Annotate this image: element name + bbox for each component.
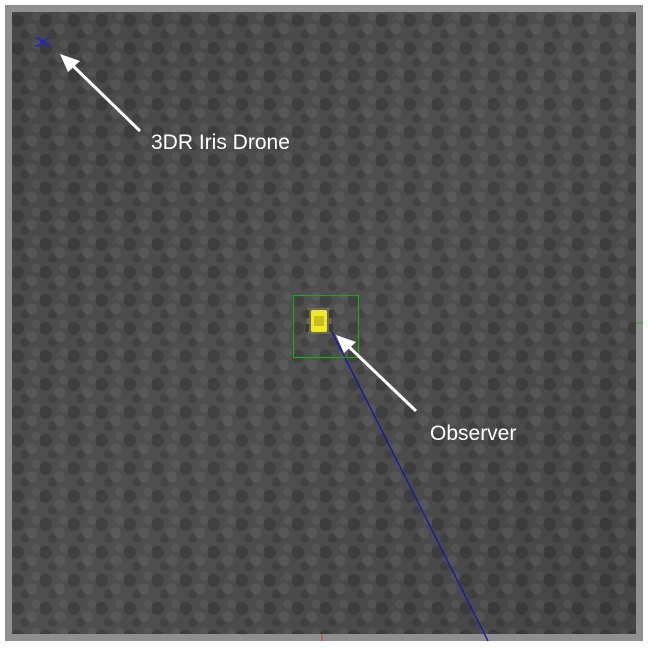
observer-pointer-arrow-icon bbox=[336, 335, 418, 413]
quadcopter-icon bbox=[35, 37, 51, 47]
drone-pointer-arrow-icon bbox=[60, 54, 142, 133]
observer-label: Observer bbox=[430, 422, 517, 445]
observer-bounding-box bbox=[292, 294, 360, 359]
drone-label: 3DR Iris Drone bbox=[151, 131, 290, 154]
observer-trajectory-line bbox=[325, 319, 489, 642]
ground-robot-icon bbox=[305, 308, 333, 334]
